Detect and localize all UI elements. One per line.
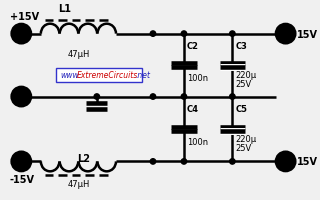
Text: C2: C2	[187, 42, 199, 51]
Circle shape	[230, 32, 235, 37]
Circle shape	[230, 159, 235, 164]
Text: 47μH: 47μH	[67, 50, 90, 59]
Text: 25V: 25V	[235, 143, 252, 152]
Text: 15V: 15V	[297, 29, 318, 39]
Text: L2: L2	[77, 154, 90, 164]
Circle shape	[276, 25, 295, 44]
Text: ExtremeCircuits: ExtremeCircuits	[76, 70, 138, 79]
Text: www.: www.	[60, 70, 81, 79]
Circle shape	[150, 159, 156, 164]
Circle shape	[12, 87, 31, 107]
Text: 220μ: 220μ	[235, 135, 256, 143]
Circle shape	[230, 94, 235, 100]
Text: 15V: 15V	[297, 157, 318, 167]
Text: C3: C3	[235, 42, 247, 51]
Text: -15V: -15V	[10, 174, 35, 184]
Text: L1: L1	[58, 4, 71, 14]
Circle shape	[181, 94, 187, 100]
Circle shape	[181, 159, 187, 164]
Text: +15V: +15V	[10, 12, 39, 22]
Text: C5: C5	[235, 105, 247, 114]
Circle shape	[181, 32, 187, 37]
Circle shape	[12, 25, 31, 44]
Text: .net: .net	[136, 70, 150, 79]
Circle shape	[276, 152, 295, 171]
FancyBboxPatch shape	[56, 69, 142, 82]
Circle shape	[150, 32, 156, 37]
Text: 47μH: 47μH	[67, 180, 90, 189]
Text: 100n: 100n	[187, 138, 208, 147]
Text: 25V: 25V	[235, 79, 252, 88]
Circle shape	[12, 152, 31, 171]
Text: 0: 0	[18, 92, 25, 102]
Text: C4: C4	[187, 105, 199, 114]
Circle shape	[150, 94, 156, 100]
Circle shape	[94, 94, 100, 100]
Text: 100n: 100n	[187, 74, 208, 83]
Text: 220μ: 220μ	[235, 71, 256, 80]
